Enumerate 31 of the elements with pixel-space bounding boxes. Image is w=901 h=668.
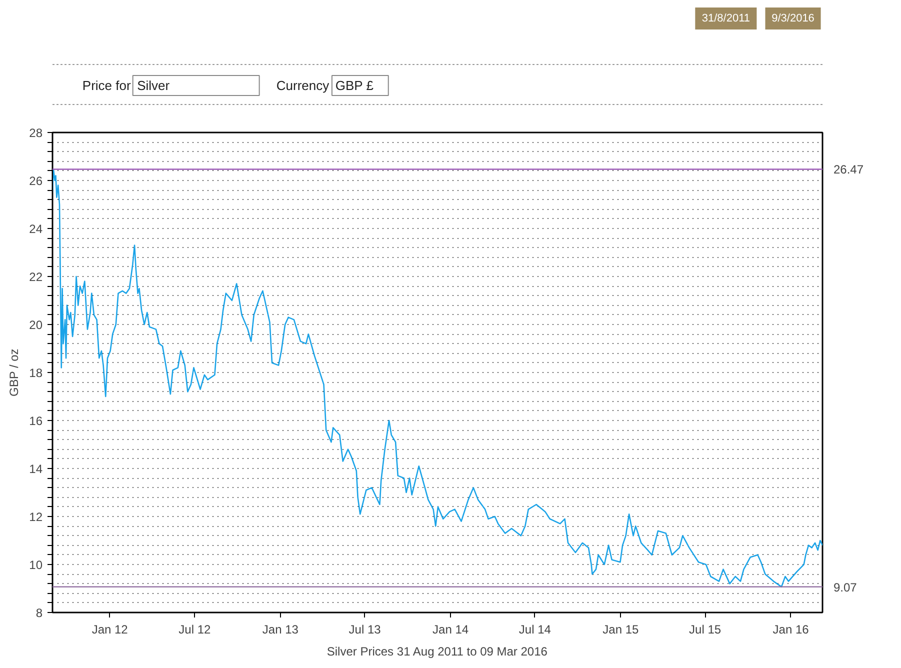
text: GBP £ <box>335 78 374 93</box>
text: 9/3/2016 <box>772 12 814 24</box>
y-tick-label: 26 <box>29 174 43 188</box>
x-tick-label: Jan 16 <box>772 622 810 636</box>
text: Currency <box>276 78 330 93</box>
y-tick-label: 12 <box>29 510 43 524</box>
y-tick-label: 18 <box>29 366 43 380</box>
y-tick-label: 10 <box>29 558 43 572</box>
x-tick-label: Jan 14 <box>432 622 469 636</box>
y-tick-label: 24 <box>29 222 43 236</box>
ref-line-label: 9.07 <box>834 580 858 594</box>
x-axis-title: Silver Prices 31 Aug 2011 to 09 Mar 2016 <box>326 644 548 658</box>
y-tick-label: 28 <box>29 126 43 140</box>
line-series <box>52 168 822 588</box>
x-tick-label: Jul 12 <box>178 622 211 636</box>
text: 31/8/2011 <box>702 12 750 24</box>
ref-line-label: 26.47 <box>834 162 864 177</box>
y-tick-label: 14 <box>29 462 43 476</box>
x-tick-label: Jan 15 <box>602 622 640 636</box>
y-axis-title: GBP / oz <box>7 348 22 397</box>
x-tick-label: Jul 15 <box>689 622 722 636</box>
x-tick-label: Jul 14 <box>518 622 552 636</box>
y-tick-label: 8 <box>36 606 43 620</box>
y-tick-label: 16 <box>29 414 43 428</box>
y-tick-label: 22 <box>29 270 43 284</box>
x-tick-label: Jul 13 <box>348 622 382 636</box>
x-tick-label: Jan 13 <box>262 622 299 636</box>
text: Silver <box>137 78 170 93</box>
y-tick-label: 20 <box>29 318 43 332</box>
text: Price for <box>82 78 132 93</box>
x-tick-label: Jan 12 <box>92 622 128 636</box>
